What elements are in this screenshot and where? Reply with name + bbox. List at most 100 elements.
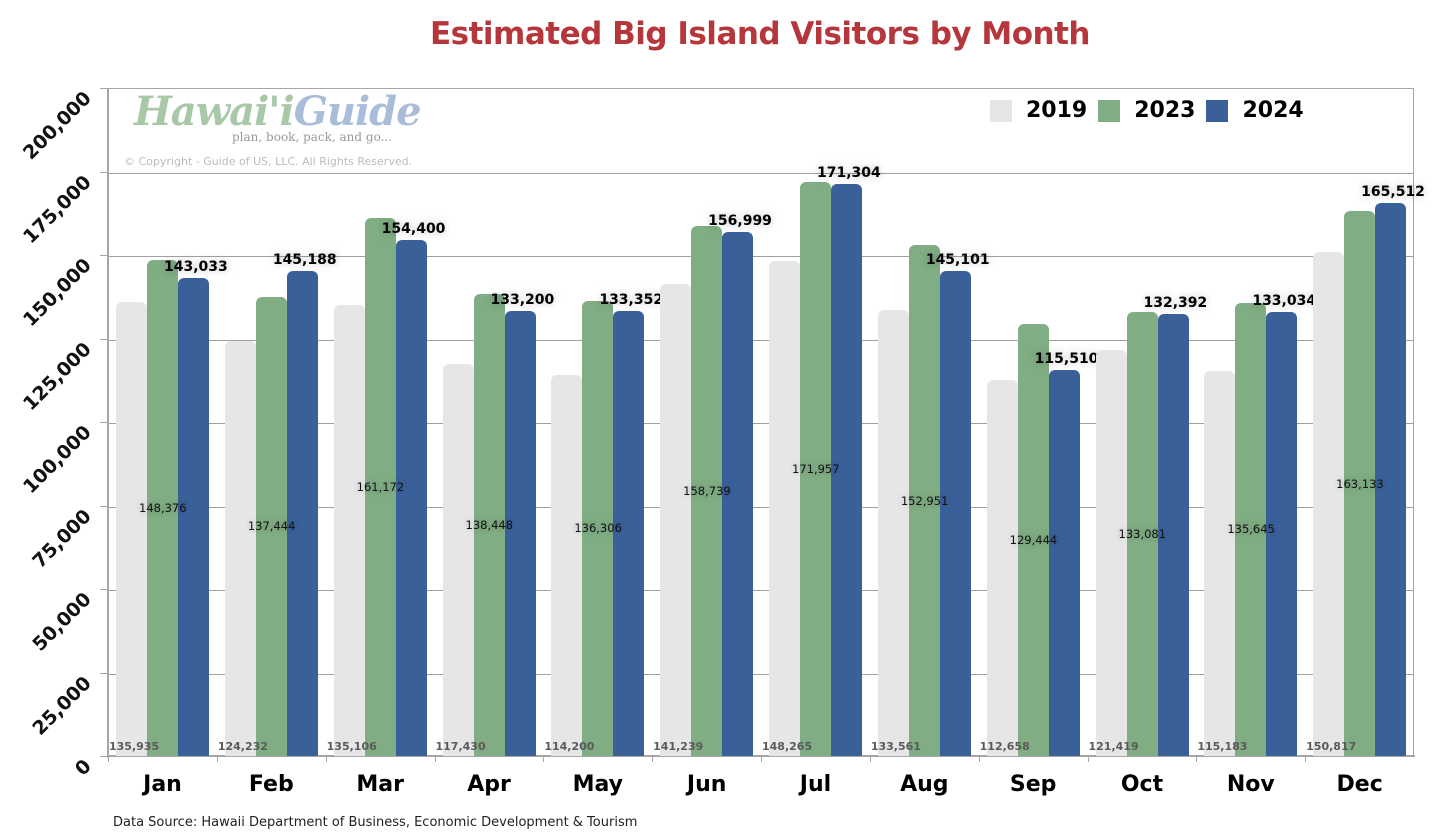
y-tick-label: 175,000: [19, 170, 96, 248]
bar-2024-jul: [831, 183, 862, 756]
bar-2023-oct: [1126, 311, 1158, 756]
bar-2023-nov: [1235, 302, 1267, 756]
data-label-2024: 133,352: [599, 291, 664, 308]
y-tick: [100, 171, 108, 173]
copyright-notice: © Copyright - Guide of US, LLC. All Righ…: [124, 155, 413, 168]
legend-label: 2019: [1026, 98, 1088, 123]
y-tick-label: 0: [70, 755, 96, 781]
data-label-2019: 112,658: [979, 740, 1030, 753]
data-label-2019: 121,419: [1088, 740, 1139, 753]
bar-2024-aug: [939, 271, 971, 756]
x-tick: [543, 756, 545, 762]
chart-title: Estimated Big Island Visitors by Month: [429, 16, 1091, 52]
y-tick-label: 200,000: [19, 87, 96, 164]
legend-swatch-icon: [1206, 99, 1229, 122]
x-tick: [108, 756, 109, 762]
x-tick: [869, 756, 871, 762]
data-label-2024: 145,101: [925, 252, 990, 269]
gridline: [108, 172, 1413, 174]
y-tick-label: 75,000: [28, 504, 96, 573]
legend-label: 2023: [1134, 98, 1196, 123]
bar-2024-apr: [504, 311, 536, 756]
gridline: [108, 339, 1413, 341]
data-label-2024: 143,033: [164, 259, 228, 276]
data-label-2023: 152,951: [900, 493, 949, 508]
x-tick-label-jun: Jun: [686, 772, 727, 797]
bar-2023-jul: [800, 181, 831, 756]
bar-2023-jan: [147, 260, 178, 756]
bar-2019-nov: [1204, 371, 1236, 756]
x-tick: [325, 756, 327, 762]
bar-2023-dec: [1344, 211, 1376, 756]
data-label-2019: 148,265: [762, 740, 813, 753]
data-label-2023: 148,376: [139, 501, 187, 516]
bar-2019-aug: [877, 309, 909, 756]
data-label-2019: 150,817: [1306, 740, 1357, 753]
x-tick-label-aug: Aug: [900, 772, 949, 797]
data-label-2023: 133,081: [1118, 526, 1167, 541]
data-label-2024: 115,510: [1034, 351, 1099, 368]
data-label-2023: 158,739: [683, 483, 731, 498]
bar-2023-aug: [908, 245, 940, 756]
y-tick: [100, 422, 108, 423]
gridline: [108, 256, 1413, 257]
x-tick: [652, 756, 654, 762]
hawaii-guide-logo: Hawai'iGuide plan, book, pack, and go...: [134, 88, 422, 144]
y-tick: [100, 505, 108, 507]
data-label-2019: 115,183: [1197, 740, 1248, 753]
data-label-2023: 163,133: [1336, 476, 1384, 491]
x-tick: [1305, 756, 1307, 762]
data-label-2023: 135,645: [1227, 522, 1275, 537]
x-tick: [216, 756, 218, 762]
data-label-2019: 141,239: [653, 740, 704, 753]
y-tick: [100, 589, 108, 590]
legend-swatch-icon: [1098, 99, 1121, 122]
y-axis-line: [107, 88, 109, 758]
x-tick-label-oct: Oct: [1120, 772, 1164, 797]
x-tick: [1196, 756, 1198, 762]
y-tick: [100, 88, 108, 89]
bar-2024-feb: [286, 271, 318, 756]
x-tick-label-jan: Jan: [143, 772, 182, 797]
bar-2024-jan: [178, 278, 209, 756]
y-tick-label: 50,000: [28, 588, 96, 656]
data-label-2019: 135,106: [326, 740, 377, 753]
bar-2023-jun: [691, 225, 723, 756]
data-label-2023: 161,172: [356, 479, 405, 494]
data-label-2023: 129,444: [1009, 532, 1058, 547]
x-tick-label-mar: Mar: [356, 772, 404, 797]
y-tick-label: 150,000: [19, 254, 96, 331]
bar-2024-jun: [722, 231, 754, 756]
data-label-2023: 171,957: [792, 461, 840, 476]
y-tick-label: 125,000: [19, 337, 96, 415]
x-tick-label-nov: Nov: [1226, 772, 1275, 797]
legend-swatch-icon: [990, 99, 1012, 122]
legend-item-2023: 2023: [1098, 98, 1195, 123]
data-label-2024: 171,304: [817, 164, 881, 181]
gridline: [108, 673, 1413, 675]
x-tick-label-apr: Apr: [467, 772, 511, 797]
legend-item-2024: 2024: [1206, 98, 1304, 123]
x-tick-label-may: May: [572, 772, 624, 797]
data-label-2024: 133,034: [1252, 292, 1317, 309]
legend-item-2019: 2019: [990, 98, 1087, 123]
x-tick-label-jul: Jul: [799, 772, 832, 797]
logo-text-guide: Guide: [293, 88, 422, 135]
bar-2019-dec: [1313, 252, 1345, 756]
bar-2023-may: [582, 300, 614, 756]
bar-2019-mar: [333, 304, 365, 756]
bar-2023-feb: [255, 296, 287, 756]
data-label-2019: 117,430: [435, 740, 486, 753]
bar-2024-sep: [1048, 370, 1080, 756]
data-label-2023: 137,444: [247, 519, 296, 534]
data-label-2019: 133,561: [870, 740, 921, 753]
bar-2019-apr: [442, 363, 474, 756]
data-label-2019: 135,935: [109, 740, 160, 753]
x-tick: [978, 756, 980, 762]
data-label-2019: 114,200: [544, 740, 595, 753]
x-tick-label-dec: Dec: [1336, 772, 1383, 797]
x-tick: [761, 756, 762, 762]
y-tick: [100, 672, 108, 674]
data-label-2023: 138,448: [465, 517, 514, 532]
logo-text-hawaii: Hawai'i: [134, 88, 295, 135]
